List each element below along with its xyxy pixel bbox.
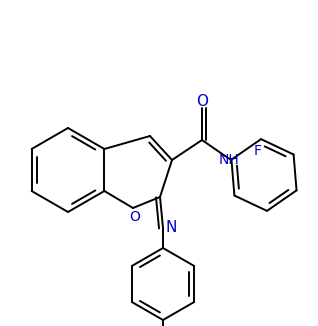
Text: NH: NH	[219, 153, 239, 167]
Text: O: O	[129, 210, 141, 224]
Text: N: N	[165, 219, 177, 234]
Text: F: F	[254, 144, 262, 158]
Text: O: O	[196, 94, 208, 109]
